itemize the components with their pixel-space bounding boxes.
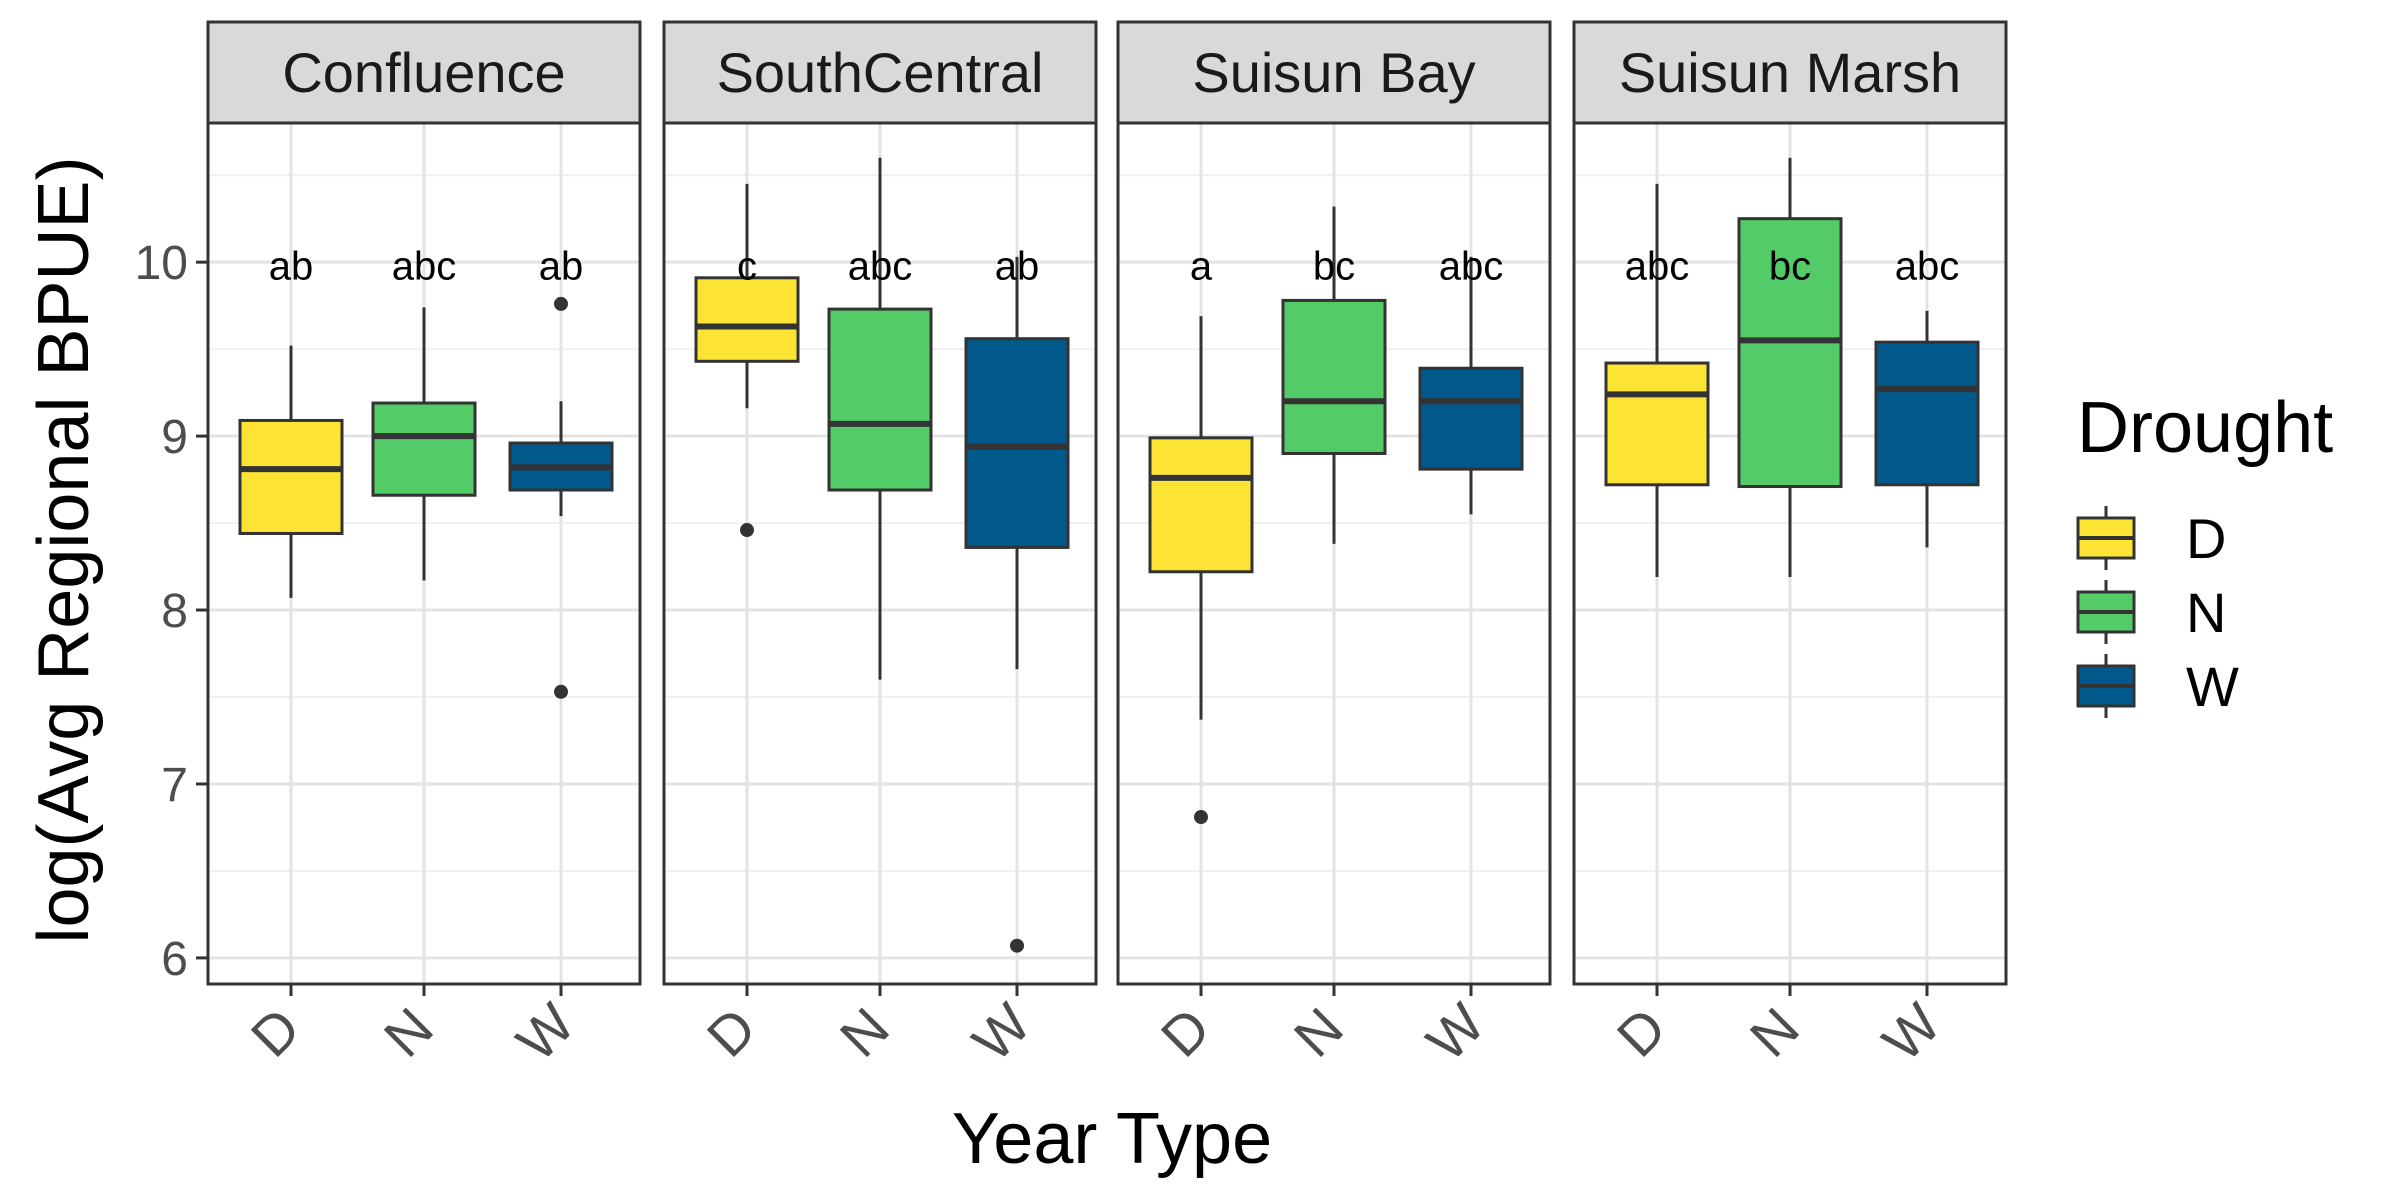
x-tick-label: W xyxy=(1414,991,1496,1073)
outlier-point xyxy=(554,684,568,699)
panel-1: c abc ab SouthCentral D N W xyxy=(662,20,1098,1073)
box-body xyxy=(1874,340,1980,487)
strip-title: Suisun Bay xyxy=(1192,41,1475,104)
significance-label: abc xyxy=(1625,245,1690,289)
y-tick-label: 9 xyxy=(161,411,188,464)
box-body xyxy=(827,307,933,492)
x-tick-label: N xyxy=(1282,996,1355,1069)
significance-label: bc xyxy=(1313,245,1355,289)
box-body xyxy=(1737,217,1843,489)
box-body xyxy=(1148,436,1254,574)
legend: Drought DNW xyxy=(2076,388,2333,718)
x-tick-label: D xyxy=(1605,996,1678,1069)
box-body xyxy=(694,276,800,363)
box-N: abc xyxy=(371,245,477,581)
strip-background xyxy=(662,20,1098,125)
box-N: bc xyxy=(1737,157,1843,577)
strip-background xyxy=(1572,20,2008,125)
strip-title: Confluence xyxy=(282,41,565,104)
legend-title: Drought xyxy=(2077,388,2333,468)
significance-label: bc xyxy=(1769,245,1811,289)
outlier-point xyxy=(740,523,754,538)
x-tick-label: W xyxy=(504,991,586,1073)
box-W: ab xyxy=(964,245,1070,953)
strip-title: Suisun Marsh xyxy=(1619,41,1961,104)
y-tick-label: 6 xyxy=(161,933,188,986)
box-N: bc xyxy=(1281,206,1387,544)
box-body xyxy=(1281,298,1387,455)
x-tick-label: N xyxy=(372,996,445,1069)
strip-background xyxy=(206,20,642,125)
y-tick-label: 10 xyxy=(135,237,188,290)
box-D: ab xyxy=(238,245,344,598)
outlier-point xyxy=(1194,810,1208,825)
significance-label: ab xyxy=(539,245,584,289)
significance-label: ab xyxy=(995,245,1040,289)
legend-entry-N: N xyxy=(2076,580,2226,644)
box-W: abc xyxy=(1418,245,1524,515)
x-tick-label: D xyxy=(1149,996,1222,1069)
legend-label: N xyxy=(2186,581,2226,644)
legend-label: W xyxy=(2186,655,2239,718)
y-axis-title: log(Avg Regional BPUE) xyxy=(24,156,104,943)
x-tick-label: N xyxy=(1738,996,1811,1069)
box-body xyxy=(964,337,1070,549)
y-tick-label: 8 xyxy=(161,585,188,638)
box-W: abc xyxy=(1874,245,1980,548)
box-D: c xyxy=(694,183,800,538)
significance-label: abc xyxy=(1895,245,1960,289)
panel-3: abc bc abc Suisun Marsh D N W xyxy=(1572,20,2008,1073)
y-tick-label: 7 xyxy=(161,759,188,812)
legend-entry-D: D xyxy=(2076,506,2226,570)
significance-label: a xyxy=(1190,245,1213,289)
box-N: abc xyxy=(827,157,933,680)
outlier-point xyxy=(1010,938,1024,953)
significance-label: ab xyxy=(269,245,314,289)
panel-0: ab abc ab Confluence D N W xyxy=(206,20,642,1073)
significance-label: abc xyxy=(848,245,913,289)
x-tick-label: D xyxy=(239,996,312,1069)
box-body xyxy=(371,401,477,497)
box-D: abc xyxy=(1604,183,1710,577)
significance-label: abc xyxy=(392,245,457,289)
significance-label: c xyxy=(737,245,757,289)
x-tick-label: W xyxy=(1870,991,1952,1073)
box-body xyxy=(1604,361,1710,487)
strip-title: SouthCentral xyxy=(717,41,1044,104)
box-body xyxy=(238,418,344,535)
strip-background xyxy=(1116,20,1552,125)
x-axis-title: Year Type xyxy=(952,1099,1272,1179)
box-D: a xyxy=(1148,245,1254,825)
box-body xyxy=(1418,366,1524,471)
x-tick-label: W xyxy=(960,991,1042,1073)
legend-entry-W: W xyxy=(2076,654,2239,718)
significance-label: abc xyxy=(1439,245,1504,289)
box-W: ab xyxy=(508,245,614,699)
y-axis: 6 7 8 9 10 xyxy=(135,237,208,986)
legend-label: D xyxy=(2186,507,2226,570)
x-tick-label: D xyxy=(695,996,768,1069)
x-tick-label: N xyxy=(828,996,901,1069)
outlier-point xyxy=(554,296,568,311)
